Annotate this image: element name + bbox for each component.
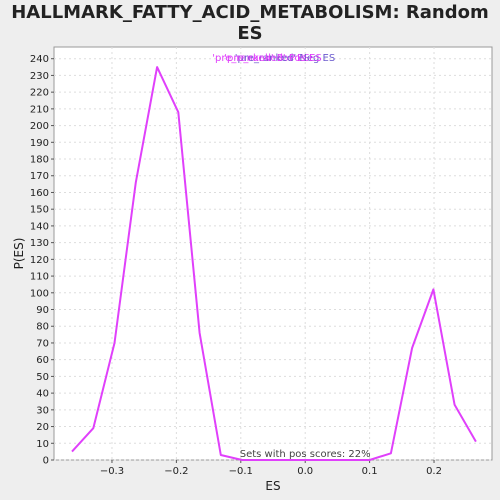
legend-entry: 'pre_ranked' Pos ES xyxy=(224,53,321,64)
x-axis: −0.3 −0.2 −0.1 0.0 0.1 0.2 xyxy=(100,460,442,477)
y-tick-label: 80 xyxy=(36,322,49,333)
legend-entry: 'pre_ranked' Pos ES xyxy=(212,53,309,64)
y-tick-label: 90 xyxy=(36,305,49,316)
y-tick-label: 200 xyxy=(30,121,49,132)
legend: 'pre_ranked' Pos ES'pre_ranked' Neg ES'p… xyxy=(212,53,335,64)
series-line xyxy=(71,66,477,461)
y-tick-label: 110 xyxy=(30,272,49,283)
y-tick-label: 170 xyxy=(30,171,49,182)
x-tick-label: 0.1 xyxy=(362,466,378,477)
y-tick-label: 30 xyxy=(36,405,49,416)
y-tick-label: 190 xyxy=(30,138,49,149)
chart-title-line1: HALLMARK_FATTY_ACID_METABOLISM: Random E… xyxy=(11,2,489,44)
y-tick-label: 180 xyxy=(30,155,49,166)
y-axis: 0 10 20 30 40 50 60 70 80 90 100 110 120 130 140 150 160… xyxy=(30,54,54,467)
y-tick-label: 150 xyxy=(30,205,49,216)
series-group xyxy=(71,66,477,461)
y-axis-label: P(ES) xyxy=(12,238,26,270)
y-tick-label: 100 xyxy=(30,288,49,299)
legend-entry: 'pre_ranked' Neg ES xyxy=(235,53,335,64)
y-tick-label: 230 xyxy=(30,71,49,82)
x-tick-label: 0.0 xyxy=(297,466,313,477)
y-tick-label: 50 xyxy=(36,372,49,383)
x-tick-label: 0.2 xyxy=(426,466,442,477)
y-tick-label: 210 xyxy=(30,104,49,115)
x-axis-label: ES xyxy=(265,479,280,493)
y-tick-label: 220 xyxy=(30,88,49,99)
pos-scores-annotation: Sets with pos scores: 22% xyxy=(240,449,371,460)
y-tick-label: 130 xyxy=(30,238,49,249)
grid-lines xyxy=(54,47,492,461)
y-tick-label: 120 xyxy=(30,255,49,266)
y-tick-label: 40 xyxy=(36,389,49,400)
x-tick-label: −0.1 xyxy=(229,466,253,477)
y-tick-label: 10 xyxy=(36,439,49,450)
y-tick-label: 0 xyxy=(43,456,49,467)
x-tick-label: −0.2 xyxy=(164,466,188,477)
y-tick-label: 20 xyxy=(36,422,49,433)
y-tick-label: 160 xyxy=(30,188,49,199)
y-tick-label: 240 xyxy=(30,54,49,65)
x-tick-label: −0.3 xyxy=(100,466,124,477)
y-tick-label: 70 xyxy=(36,338,49,349)
y-tick-label: 60 xyxy=(36,355,49,366)
y-tick-label: 140 xyxy=(30,221,49,232)
